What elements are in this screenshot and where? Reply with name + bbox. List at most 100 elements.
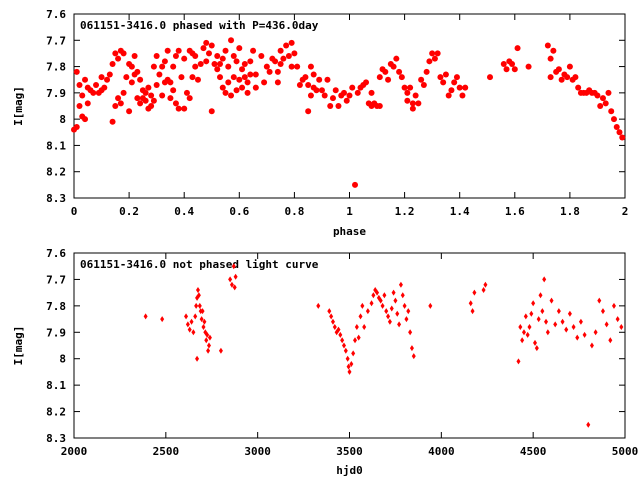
data-point	[533, 339, 538, 346]
data-point	[404, 97, 411, 104]
data-point	[453, 74, 460, 81]
x-tick-label: 3000	[244, 445, 271, 458]
data-point	[549, 297, 554, 304]
data-point	[434, 50, 441, 57]
data-point	[338, 331, 343, 338]
data-point	[187, 326, 192, 333]
data-point	[356, 334, 361, 341]
data-point	[509, 60, 516, 67]
data-point	[120, 89, 127, 96]
data-point	[468, 300, 473, 307]
data-point	[426, 58, 433, 65]
data-point	[230, 74, 237, 81]
data-point	[398, 281, 403, 288]
data-point	[545, 329, 550, 336]
x-tick-label: 1	[346, 205, 353, 218]
data-point	[277, 47, 284, 54]
data-point	[318, 87, 325, 94]
data-point	[382, 292, 387, 299]
data-point	[228, 92, 235, 99]
data-point	[195, 287, 200, 293]
y-tick-label: 7.6	[46, 8, 66, 21]
data-point	[472, 289, 477, 296]
y-tick-label: 8.3	[46, 192, 66, 205]
data-point	[194, 76, 201, 83]
data-point	[73, 124, 80, 131]
x-tick-label: 0	[71, 205, 78, 218]
data-point	[571, 324, 576, 330]
data-point	[197, 302, 202, 309]
data-point	[365, 308, 370, 315]
data-point	[115, 55, 122, 62]
data-point	[556, 308, 561, 315]
data-point	[582, 331, 587, 338]
data-point	[233, 273, 238, 280]
data-point	[332, 87, 339, 94]
data-point	[389, 305, 394, 312]
data-point	[351, 350, 356, 357]
data-point	[112, 103, 119, 109]
data-point	[409, 345, 414, 352]
data-point	[142, 89, 149, 96]
data-point	[160, 316, 165, 323]
data-point	[608, 108, 615, 115]
data-point	[610, 116, 617, 123]
data-point	[167, 79, 174, 86]
data-point	[346, 92, 353, 99]
data-point	[225, 63, 232, 70]
data-point	[316, 302, 321, 309]
data-point	[423, 68, 430, 75]
y-tick-label: 8.2	[46, 166, 66, 179]
data-point	[233, 58, 240, 65]
data-point	[418, 76, 425, 83]
data-point	[153, 81, 160, 88]
data-point	[117, 100, 124, 107]
data-point	[415, 100, 422, 107]
data-point	[525, 331, 530, 338]
data-point	[396, 68, 403, 75]
data-point	[564, 74, 571, 81]
data-point	[593, 329, 598, 336]
data-point	[564, 326, 569, 333]
data-point	[538, 292, 543, 299]
y-tick-label: 8.1	[46, 379, 66, 392]
data-point	[193, 313, 198, 320]
data-point	[206, 347, 211, 354]
data-point	[384, 308, 389, 315]
x-tick-label: 0.8	[284, 205, 304, 218]
data-point	[258, 53, 265, 60]
data-point	[604, 321, 609, 328]
data-point	[462, 84, 469, 91]
data-point	[349, 84, 356, 91]
data-point	[511, 66, 518, 73]
data-point	[605, 89, 612, 96]
data-point	[411, 353, 416, 360]
data-point	[252, 84, 259, 91]
data-point	[244, 79, 251, 86]
data-point	[159, 63, 166, 70]
data-point	[343, 97, 350, 104]
chart-title: 061151-3416.0 phased with P=436.0day	[80, 19, 319, 32]
data-point	[294, 63, 301, 70]
data-point	[542, 276, 547, 283]
data-point	[200, 45, 207, 52]
data-point	[137, 100, 144, 107]
data-point	[73, 68, 80, 75]
data-point	[230, 53, 237, 60]
data-point	[358, 313, 363, 320]
data-point	[329, 313, 334, 320]
data-point	[431, 55, 438, 62]
data-point	[362, 324, 367, 330]
plot-frame	[73, 13, 626, 199]
data-point	[274, 68, 281, 75]
data-point	[76, 103, 83, 109]
data-point	[376, 103, 383, 109]
x-axis-label: hjd0	[336, 464, 363, 477]
data-point	[229, 281, 234, 288]
data-point	[442, 71, 449, 78]
data-point	[575, 84, 582, 91]
data-point	[531, 300, 536, 307]
data-point	[204, 337, 209, 344]
data-point	[341, 342, 346, 349]
data-point	[288, 39, 295, 46]
